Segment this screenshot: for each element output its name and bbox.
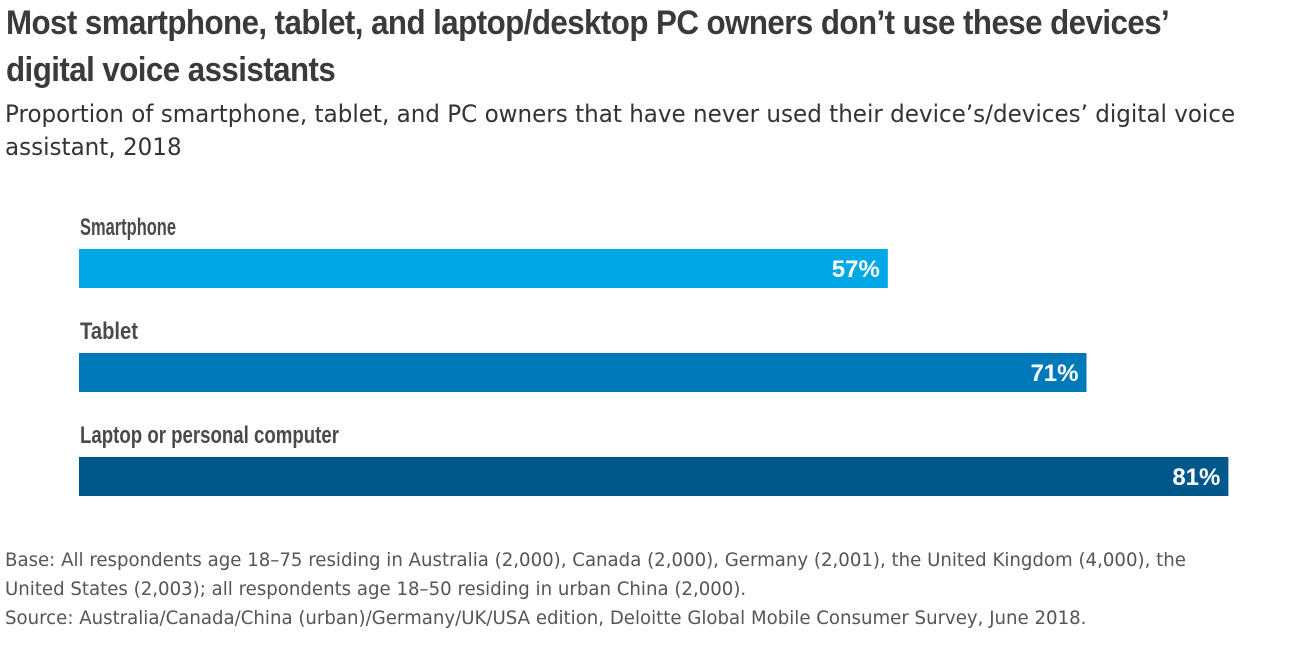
footnotes: Base: All respondents age 18–75 residing… [5,546,1247,633]
base-note: Base: All respondents age 18–75 residing… [5,549,1186,600]
bar [79,249,888,288]
data-label: 81% [1172,464,1220,491]
bar-chart: Smartphone 57% Tablet 71% Laptop or personal… [79,214,1229,496]
chart-subtitle: Proportion of smartphone, tablet, and PC… [5,100,1236,161]
category-label: Tablet [80,318,138,345]
chart-title: Most smartphone, tablet, and laptop/desk… [6,4,1168,89]
category-label: Laptop or personal computer [80,422,339,449]
source-note: Source: Australia/Canada/China (urban)/G… [5,607,1087,629]
data-label: 71% [1030,360,1078,387]
bar [79,457,1229,496]
data-label: 57% [832,256,880,283]
bar [79,353,1087,392]
category-label: Smartphone [80,214,176,241]
